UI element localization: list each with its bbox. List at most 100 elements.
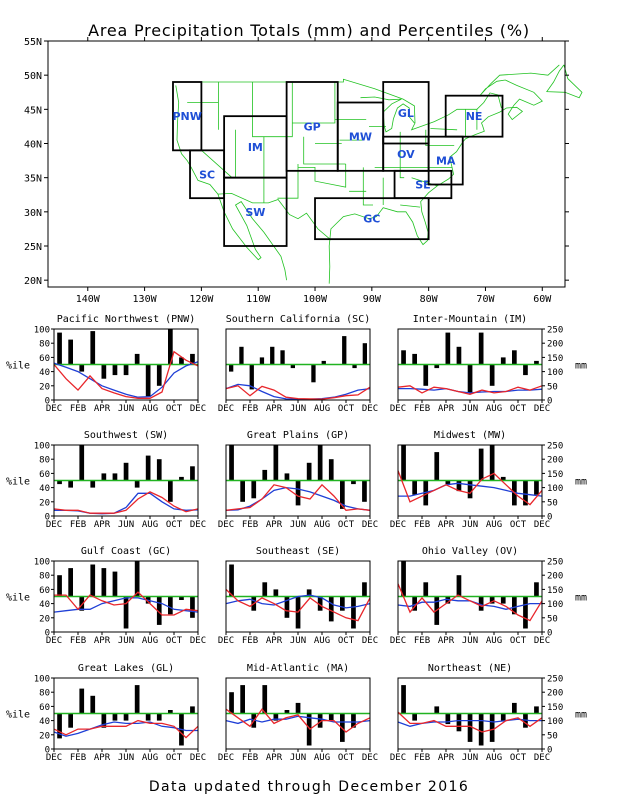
month-tick-label: OCT — [510, 404, 527, 414]
lon-tick-label: 80W — [420, 294, 439, 305]
figure-title: Area Precipitation Totals (mm) and Perce… — [88, 21, 530, 40]
month-tick-label: JUN — [462, 404, 478, 414]
percentile-bar — [273, 713, 279, 721]
month-tick-label: AUG — [486, 636, 502, 646]
lat-tick-label: 55N — [24, 37, 42, 48]
mm-tick-label: 250 — [547, 675, 563, 685]
month-tick-label: DEC — [46, 520, 62, 530]
percentile-bar — [123, 713, 129, 721]
percentile-bar — [456, 713, 462, 732]
observed-precip-line — [53, 491, 199, 514]
pct-tick-label: 60 — [39, 470, 50, 480]
percentile-bar — [284, 596, 290, 618]
observed-precip-line — [397, 583, 543, 622]
percentile-bar — [342, 336, 347, 365]
percentile-bar — [340, 480, 345, 509]
percentile-bar — [57, 575, 62, 597]
month-tick-label: OCT — [166, 520, 183, 530]
region-label-gp: GP — [304, 120, 321, 133]
percentile-bar — [523, 596, 528, 629]
panel-title: Inter-Mountain (IM) — [413, 314, 527, 325]
region-box-pnw — [172, 81, 203, 152]
month-tick-label: APR — [94, 753, 111, 763]
percentile-bar — [156, 459, 162, 481]
month-tick-label: AUG — [486, 404, 502, 414]
observed-precip-line — [397, 470, 543, 506]
percentile-bar — [249, 364, 254, 390]
pct-axis-label: %ile — [6, 710, 30, 721]
month-tick-label: JUN — [290, 520, 306, 530]
percentile-bar — [156, 364, 162, 386]
pct-tick-label: 0 — [45, 513, 50, 523]
percentile-bar — [79, 688, 85, 714]
mm-tick-label: 250 — [547, 558, 563, 568]
pct-tick-label: 40 — [39, 368, 50, 378]
panel-title: Ohio Valley (OV) — [422, 546, 518, 557]
panel-title: Southwest (SW) — [84, 430, 168, 441]
percentile-bar — [79, 445, 85, 481]
percentile-bar — [57, 713, 62, 739]
percentile-bar — [112, 713, 118, 721]
percentile-bar — [321, 360, 326, 365]
percentile-bar — [423, 364, 429, 386]
percentile-bar — [134, 353, 140, 365]
pct-axis-label: %ile — [6, 593, 30, 604]
mm-tick-label: 200 — [547, 456, 563, 466]
month-tick-label: OCT — [338, 520, 355, 530]
lon-tick-label: 60W — [533, 294, 552, 305]
pct-tick-label: 40 — [39, 717, 50, 727]
map-frame — [47, 40, 566, 288]
percentile-bar — [179, 476, 184, 481]
month-tick-label: APR — [438, 753, 455, 763]
month-tick-label: FEB — [414, 753, 430, 763]
mm-tick-label: 0 — [547, 513, 552, 523]
lon-tick-label: 70W — [476, 294, 495, 305]
percentile-bar — [229, 564, 234, 597]
pct-axis-label: %ile — [6, 361, 30, 372]
month-tick-label: AUG — [314, 404, 330, 414]
state-line — [277, 164, 299, 199]
panel-mid-atlantic-ma: Mid-Atlantic (MA) DEC FEB APR JUN AUG OCT DEC — [218, 663, 378, 763]
mm-tick-label: 200 — [547, 340, 563, 350]
percentile-bar — [190, 353, 195, 365]
month-tick-label: JUN — [118, 753, 134, 763]
mm-tick-label: 150 — [547, 703, 563, 713]
mm-tick-label: 250 — [547, 442, 563, 452]
region-box-gc — [314, 197, 430, 241]
normal-precip-line — [53, 361, 199, 398]
percentile-bar — [168, 596, 173, 615]
panel-title: Southern California (SC) — [226, 314, 371, 325]
pct-tick-label: 0 — [45, 629, 50, 639]
state-line — [303, 136, 346, 165]
percentile-bar — [273, 445, 279, 481]
month-tick-label: JUN — [462, 753, 478, 763]
lat-tick-label: 20N — [24, 276, 42, 287]
state-line — [292, 82, 336, 124]
percentile-bar — [478, 596, 484, 611]
percentile-bar — [112, 473, 118, 481]
month-tick-label: APR — [438, 404, 455, 414]
mm-tick-label: 200 — [547, 572, 563, 582]
lon-tick-label: 100W — [303, 294, 328, 305]
percentile-bar — [328, 459, 334, 481]
month-tick-label: FEB — [414, 520, 430, 530]
percentile-bar — [156, 713, 162, 721]
panel-title: Northeast (NE) — [428, 663, 512, 674]
month-tick-label: DEC — [190, 636, 206, 646]
month-tick-label: JUN — [118, 520, 134, 530]
percentile-bar — [168, 480, 173, 502]
percentile-bar — [534, 360, 539, 365]
percentile-bar — [259, 357, 265, 365]
percentile-bar — [57, 332, 62, 365]
lat-tick-label: 45N — [24, 105, 42, 116]
month-tick-label: FEB — [242, 404, 258, 414]
region-map: 20N 25N 30N 35N 40N 45N 50N 55N 140W 130W 120W 110W… — [24, 37, 583, 305]
regional-panels: Pacific Northwest (PNW) DEC FEB APR JUN AUG OC… — [6, 314, 587, 763]
percentile-bar — [512, 596, 517, 615]
percentile-bar — [145, 455, 151, 481]
mm-tick-label: 0 — [547, 629, 552, 639]
month-tick-label: OCT — [338, 636, 355, 646]
month-tick-label: APR — [94, 520, 111, 530]
percentile-bar — [190, 596, 195, 618]
percentile-bar — [362, 582, 367, 597]
